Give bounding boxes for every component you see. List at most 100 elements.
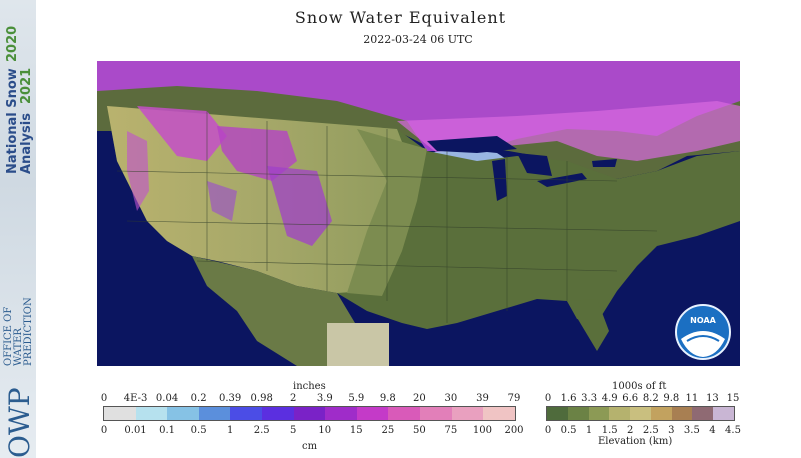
swe-colorbar-swatch [293,407,326,420]
swe-bottom-tick: 50 [413,425,426,436]
swe-colorbar-swatch [451,407,484,420]
swe-top-tick: 0.04 [155,393,179,404]
out-of-domain-box [327,323,389,366]
elev-colorbar-swatch [713,407,735,420]
elev-colorbar-swatch [630,407,651,420]
elev-top-tick: 4.9 [601,393,618,404]
owp-letters: OWP [3,387,36,458]
brand-line1: National Snow [5,68,20,174]
owp-logo: OWP OFFICE OF WATER PREDICTION [0,270,36,458]
elev-colorbar-swatch [650,407,672,420]
elev-bottom-tick: 3.5 [683,425,700,436]
swe-bottom-tick: 1 [226,425,234,436]
swe-colorbar-swatch [483,407,515,420]
elev-bottom-tick: 3 [668,425,675,436]
lake-huron [517,153,552,176]
swe-bottom-tick: 5 [290,425,297,436]
elev-top-unit: 1000s of ft [612,381,667,392]
page-title: Snow Water Equivalent [294,8,507,27]
state-borders [116,111,658,323]
year-2021: 2021 [19,67,34,104]
elev-top-tick: 15 [726,393,740,404]
swe-top-tick: 79 [507,393,521,404]
elev-top-tick: 1.6 [560,393,577,404]
swe-top-tick: 3.9 [316,393,333,404]
swe-top-tick: 0.39 [219,393,242,404]
swe-colorbar-swatch [198,407,231,420]
mexico-land [192,256,355,366]
swe-colorbar-swatch [420,407,452,420]
swe-colorbar [103,406,516,421]
lake-michigan [492,159,507,201]
swe-top-tick: 4E-3 [123,393,148,404]
elev-top-tick: 6.6 [622,393,639,404]
elev-colorbar-swatch [692,407,714,420]
elev-colorbar [546,406,735,421]
elev-bottom-tick: 1.5 [601,425,618,436]
swe-colorbar-swatch [388,407,421,420]
elev-bottom-tick: 2 [627,425,634,436]
swe-top-tick: 20 [413,393,426,404]
swe-top-tick: 9.8 [379,393,396,404]
elev-colorbar-swatch [588,407,610,420]
swe-colorbar-swatch [167,407,199,420]
swe-bottom-tick: 200 [504,425,524,436]
swe-colorbar-swatch [325,407,357,420]
elev-bottom-tick: 4.5 [725,425,741,436]
swe-top-tick: 2 [290,393,297,404]
brand-sidebar: National Snow 2020 Analysis 2021 OWP OFF… [0,0,36,458]
elev-colorbar-swatch [671,407,693,420]
noaa-logo: NOAA [675,304,731,360]
swe-colorbar-swatch [135,407,168,420]
elev-top-tick: 0 [544,393,552,404]
swe-bottom-unit: cm [302,441,318,452]
elev-bottom-tick: 0 [544,425,552,436]
swe-bottom-tick: 0 [100,425,108,436]
snow-map: NOAA [97,61,740,366]
elev-colorbar-swatch [609,407,631,420]
swe-bottom-tick: 0.01 [124,425,147,436]
swe-top-tick: 39 [476,393,489,404]
utah-snow [207,181,237,221]
elev-top-tick: 3.3 [581,393,598,404]
colorado-snow [267,166,332,246]
elev-bottom-tick: 2.5 [642,425,659,436]
noaa-text: NOAA [690,316,716,325]
swe-bottom-tick: 10 [318,425,332,436]
swe-top-tick: 30 [444,393,458,404]
timestamp: 2022-03-24 06 UTC [363,33,473,46]
swe-bottom-tick: 75 [444,425,458,436]
swe-colorbar-swatch [230,407,263,420]
elev-top-tick: 9.8 [663,393,680,404]
swe-top-tick: 0.98 [250,393,273,404]
nsa-brand: National Snow 2020 Analysis 2021 [2,4,34,174]
elev-bottom-tick: 4 [709,425,716,436]
swe-bottom-tick: 25 [381,425,395,436]
elev-bottom-unit: Elevation (km) [598,436,673,447]
brand-line2: Analysis [19,113,34,174]
elev-top-tick: 8.2 [642,393,659,404]
pnw-snow [137,106,227,161]
swe-top-tick: 0 [100,393,108,404]
swe-top-unit: inches [293,381,326,392]
swe-top-tick: 5.9 [348,393,365,404]
swe-colorbar-swatch [262,407,294,420]
swe-bottom-tick: 2.5 [253,425,270,436]
elev-bottom-tick: 0.5 [560,425,577,436]
cascades-sierra-snow [127,131,149,211]
swe-bottom-tick: 100 [472,425,492,436]
swe-bottom-tick: 0.1 [159,425,176,436]
florida [567,299,609,351]
elev-colorbar-swatch [547,407,568,420]
elev-top-tick: 13 [706,393,719,404]
swe-bottom-tick: 15 [349,425,363,436]
lake-ontario [592,159,617,167]
elev-top-tick: 11 [685,393,699,404]
elev-bottom-tick: 1 [585,425,593,436]
swe-bottom-tick: 0.5 [190,425,207,436]
swe-colorbar-swatch [104,407,136,420]
owp-line3: PREDICTION [23,297,34,366]
lake-superior [427,136,517,153]
swe-colorbar-swatch [356,407,389,420]
elev-colorbar-swatch [567,407,589,420]
